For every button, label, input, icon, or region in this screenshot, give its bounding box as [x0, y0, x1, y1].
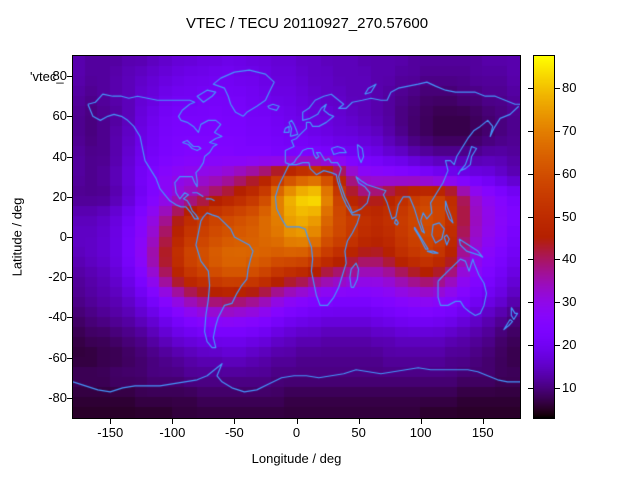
colorbar-tick-mark-right [555, 345, 560, 347]
colorbar-tick-mark-left [528, 345, 533, 347]
y-tick-mark [67, 357, 72, 359]
y-tick-mark [67, 277, 72, 279]
colorbar-tick-mark-left [528, 259, 533, 261]
colorbar-tick-label: 50 [562, 208, 577, 224]
x-axis-title: Longitude / deg [251, 451, 342, 466]
x-tick-mark [358, 419, 360, 424]
colorbar-tick-label: 30 [562, 294, 577, 310]
colorbar-tick-label: 40 [562, 251, 577, 267]
colorbar-tick-mark-right [555, 259, 560, 261]
x-tick-mark [420, 419, 422, 424]
colorbar-tick-mark-right [555, 173, 560, 175]
y-tick-mark [67, 237, 72, 238]
y-tick-mark [67, 397, 72, 399]
y-tick-mark [67, 196, 72, 198]
colorbar-tick-label: 70 [562, 122, 577, 138]
colorbar-tick-mark-left [528, 388, 533, 389]
y-tick-label: 0 [59, 229, 67, 244]
y-tick-mark [67, 116, 72, 118]
y-tick-label: 80 [52, 68, 67, 84]
x-tick-mark [172, 419, 174, 424]
colorbar-tick-label: 80 [562, 80, 577, 96]
y-tick-mark [67, 156, 72, 158]
x-tick-mark [110, 419, 112, 424]
y-tick-label: -60 [48, 349, 67, 365]
y-tick-label: 20 [52, 188, 67, 204]
colorbar-tick-label: 20 [562, 337, 577, 353]
colorbar-tick-mark-right [555, 302, 560, 304]
colorbar-canvas [533, 55, 555, 419]
x-tick-label: -150 [97, 425, 124, 440]
colorbar-tick-mark-left [528, 173, 533, 175]
x-tick-label: 0 [292, 425, 301, 440]
colorbar-tick-mark-right [555, 88, 560, 90]
x-tick-mark [296, 419, 298, 424]
y-tick-mark [67, 76, 72, 78]
x-tick-mark [482, 419, 484, 424]
colorbar-tick-mark-right [555, 130, 560, 132]
y-tick-label: -20 [48, 269, 67, 285]
y-tick-label: 40 [52, 148, 67, 164]
x-tick-mark [234, 419, 236, 424]
colorbar-tick-mark-left [528, 302, 533, 304]
y-tick-label: -80 [48, 389, 67, 405]
colorbar-tick-label: 60 [562, 165, 577, 181]
plot-title: VTEC / TECU 20110927_270.57600 [185, 15, 429, 32]
colorbar-tick-label: 10 [562, 380, 577, 395]
x-tick-label: 100 [409, 425, 432, 440]
colorbar-tick-mark-left [528, 88, 533, 90]
y-tick-mark [67, 317, 72, 319]
x-tick-label: 50 [351, 425, 366, 440]
x-tick-label: 150 [471, 425, 494, 440]
y-tick-label: -40 [48, 309, 67, 325]
x-tick-label: -100 [159, 425, 186, 440]
x-tick-label: -50 [225, 425, 244, 440]
colorbar-tick-mark-right [555, 216, 560, 218]
colorbar-tick-mark-left [528, 130, 533, 132]
colorbar-tick-mark-right [555, 388, 560, 389]
key-label: 'vtec_ [30, 69, 64, 84]
colorbar-tick-mark-left [528, 216, 533, 218]
y-tick-label: 60 [52, 108, 67, 124]
vtec-heatmap-canvas [72, 55, 521, 419]
